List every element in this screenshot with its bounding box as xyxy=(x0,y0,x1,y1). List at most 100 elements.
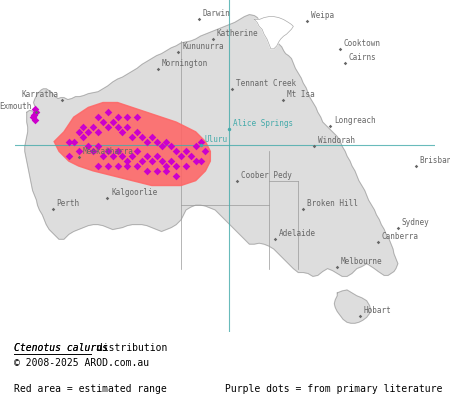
Text: Broken Hill: Broken Hill xyxy=(307,200,358,208)
Point xyxy=(32,109,39,116)
Text: distribution: distribution xyxy=(91,343,168,353)
Text: Alice Springs: Alice Springs xyxy=(233,119,293,128)
Text: Exmouth: Exmouth xyxy=(0,102,32,111)
Point xyxy=(168,158,175,164)
Point xyxy=(124,163,131,169)
Text: Coober Pedy: Coober Pedy xyxy=(241,171,292,180)
Point xyxy=(75,129,82,135)
Text: Perth: Perth xyxy=(57,200,80,208)
Text: Cairns: Cairns xyxy=(349,53,377,62)
Point xyxy=(124,124,131,130)
Point xyxy=(31,106,38,113)
Point xyxy=(163,138,170,145)
Point xyxy=(182,163,189,169)
Text: © 2008-2025 AROD.com.au: © 2008-2025 AROD.com.au xyxy=(14,358,149,368)
Point xyxy=(124,158,131,164)
Point xyxy=(197,158,204,164)
Point xyxy=(168,143,175,150)
Point xyxy=(134,163,141,169)
Point xyxy=(114,148,121,155)
Point xyxy=(143,168,150,174)
Point xyxy=(104,148,112,155)
Point xyxy=(104,109,112,116)
Polygon shape xyxy=(54,103,210,186)
Text: Windorah: Windorah xyxy=(318,136,356,145)
Text: Karratha: Karratha xyxy=(22,90,58,99)
Point xyxy=(31,117,38,123)
Text: Sydney: Sydney xyxy=(402,218,430,227)
Point xyxy=(65,138,72,145)
Text: Kalgoorlie: Kalgoorlie xyxy=(111,188,158,197)
Text: Kununurra: Kununurra xyxy=(182,42,224,51)
Text: Melbourne: Melbourne xyxy=(341,257,382,266)
Point xyxy=(192,158,199,164)
Point xyxy=(124,114,131,120)
Point xyxy=(104,124,112,130)
Point xyxy=(143,138,150,145)
Point xyxy=(65,153,72,159)
Text: Purple dots = from primary literature: Purple dots = from primary literature xyxy=(225,384,442,394)
Polygon shape xyxy=(25,15,398,276)
Polygon shape xyxy=(334,290,370,323)
Point xyxy=(182,148,189,155)
Point xyxy=(90,124,97,130)
Text: Brisbane: Brisbane xyxy=(419,156,450,165)
Text: Ctenotus calurus: Ctenotus calurus xyxy=(14,343,108,353)
Point xyxy=(173,163,180,169)
Point xyxy=(104,163,112,169)
Point xyxy=(90,148,97,155)
Point xyxy=(114,124,121,130)
Point xyxy=(158,158,165,164)
Point xyxy=(99,153,107,159)
Text: Longreach: Longreach xyxy=(334,116,375,125)
Point xyxy=(129,153,136,159)
Point xyxy=(80,133,87,140)
Point xyxy=(134,129,141,135)
Text: Weipa: Weipa xyxy=(310,11,334,20)
Point xyxy=(143,153,150,159)
Text: Canberra: Canberra xyxy=(382,232,418,241)
Point xyxy=(29,114,36,120)
Point xyxy=(202,148,209,155)
Text: Katherine: Katherine xyxy=(217,29,258,38)
Point xyxy=(163,163,170,169)
Point xyxy=(129,133,136,140)
Point xyxy=(139,133,146,140)
Point xyxy=(173,148,180,155)
Point xyxy=(153,138,160,145)
Text: Cooktown: Cooktown xyxy=(344,39,381,48)
Point xyxy=(30,112,37,119)
Point xyxy=(85,129,92,135)
Point xyxy=(94,114,102,120)
Text: Tennant Creek: Tennant Creek xyxy=(236,79,296,88)
Point xyxy=(119,153,126,159)
Point xyxy=(94,163,102,169)
Point xyxy=(99,119,107,125)
Text: Darwin: Darwin xyxy=(203,9,230,18)
Point xyxy=(94,129,102,135)
Point xyxy=(177,153,184,159)
Text: Mornington: Mornington xyxy=(162,59,208,68)
Point xyxy=(119,129,126,135)
Point xyxy=(114,114,121,120)
Point xyxy=(153,168,160,174)
Text: Hobart: Hobart xyxy=(364,306,392,315)
Point xyxy=(197,138,204,145)
Point xyxy=(134,114,141,120)
Point xyxy=(134,148,141,155)
Text: Adelaide: Adelaide xyxy=(279,229,316,237)
Point xyxy=(148,158,155,164)
Text: Meekatharra: Meekatharra xyxy=(82,147,133,156)
Point xyxy=(158,143,165,150)
Point xyxy=(114,163,121,169)
Point xyxy=(109,119,116,125)
Text: Uluru: Uluru xyxy=(205,135,228,144)
Point xyxy=(70,138,77,145)
Text: Mt Isa: Mt Isa xyxy=(288,90,315,99)
Text: Red area = estimated range: Red area = estimated range xyxy=(14,384,166,394)
Point xyxy=(80,124,87,130)
Point xyxy=(94,143,102,150)
Point xyxy=(192,143,199,150)
Text: Ctenotus calurus: Ctenotus calurus xyxy=(14,343,108,353)
Point xyxy=(85,143,92,150)
